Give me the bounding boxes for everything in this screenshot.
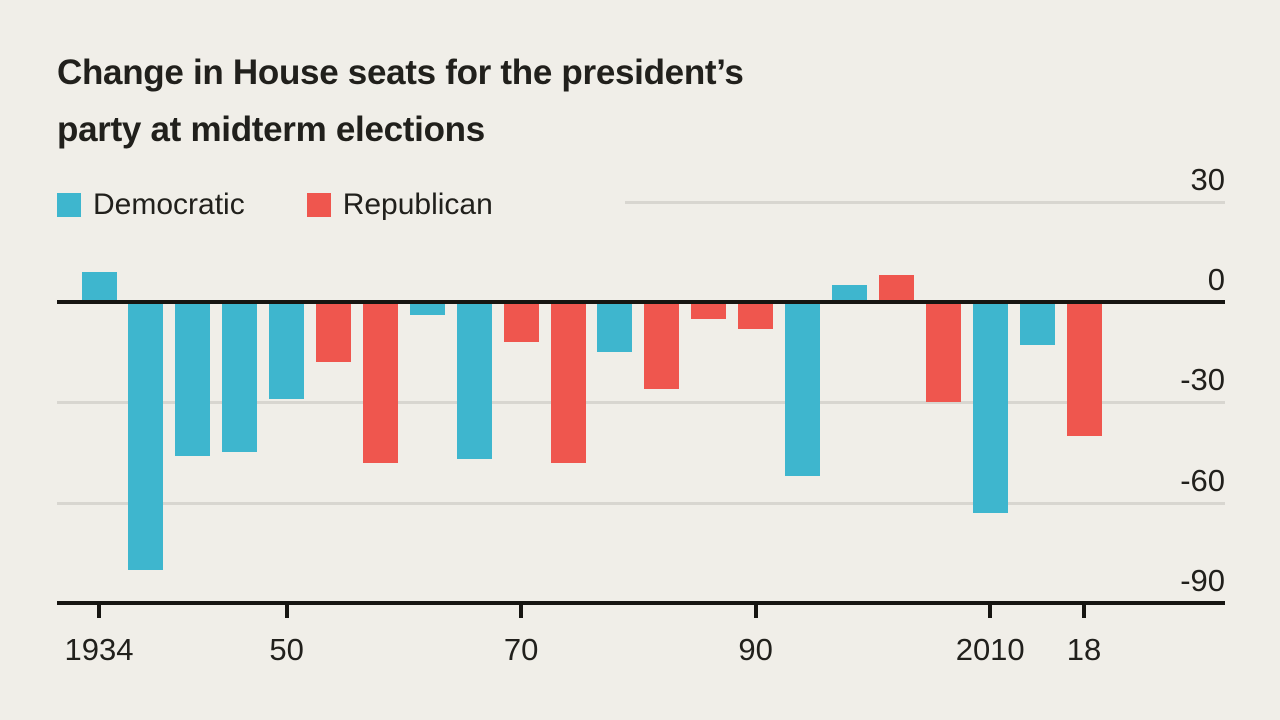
bar-1934 — [81, 271, 117, 302]
gridline--30 — [57, 401, 1225, 405]
legend: Democratic Republican — [57, 188, 493, 222]
bar-1998 — [831, 285, 867, 302]
bar-1982 — [644, 302, 680, 389]
legend-swatch-republican-icon — [306, 193, 331, 217]
bar-1946 — [222, 302, 258, 453]
bar-1978 — [597, 302, 633, 353]
legend-item-republican: Republican — [306, 188, 493, 222]
bar-1962 — [409, 302, 445, 316]
bar-1950 — [269, 302, 305, 399]
gridline-30 — [625, 200, 1225, 204]
bar-1974 — [550, 302, 586, 463]
bar-1966 — [456, 302, 492, 460]
legend-item-democratic: Democratic — [57, 188, 245, 222]
x-tick-1950 — [284, 603, 289, 618]
x-tick-2018 — [1082, 603, 1086, 618]
y-tick-label--60: -60 — [1180, 462, 1225, 498]
chart-title: Change in House seats for the president’… — [57, 44, 744, 158]
x-tick-label-2010: 2010 — [955, 632, 1025, 667]
y-tick-label--90: -90 — [1180, 562, 1225, 598]
bar-1994 — [785, 302, 821, 476]
legend-label-democratic: Democratic — [93, 188, 245, 221]
bar-2010 — [972, 302, 1008, 513]
zero-baseline — [57, 300, 1225, 304]
y-tick-label-0: 0 — [1207, 262, 1225, 297]
x-tick-label-1934: 1934 — [64, 632, 134, 667]
gridline--60 — [57, 501, 1225, 505]
bar-2014 — [1019, 302, 1055, 346]
x-tick-label-2018: 18 — [1066, 632, 1102, 667]
x-tick-label-1970: 70 — [503, 632, 539, 667]
bar-1942 — [175, 302, 211, 456]
bar-2002 — [878, 275, 914, 302]
legend-label-republican: Republican — [342, 188, 493, 221]
bar-1990 — [738, 302, 774, 329]
x-tick-1970 — [519, 603, 524, 618]
legend-swatch-democratic-icon — [57, 193, 81, 217]
chart-title-line1: Change in House seats for the president’… — [57, 53, 744, 92]
x-tick-1934 — [97, 603, 101, 618]
bar-2018 — [1066, 302, 1102, 436]
bar-2006 — [925, 302, 961, 403]
x-tick-1990 — [753, 603, 758, 618]
x-tick-label-1990: 90 — [738, 632, 773, 667]
y-tick-label--30: -30 — [1180, 362, 1225, 398]
x-tick-label-1950: 50 — [269, 632, 304, 667]
bar-1954 — [316, 302, 352, 363]
bar-1986 — [691, 302, 727, 319]
y-tick-label-30: 30 — [1190, 161, 1225, 197]
chart-title-line2: party at midterm elections — [57, 110, 485, 149]
bar-1958 — [362, 302, 398, 463]
x-tick-2010 — [988, 603, 993, 618]
bar-1938 — [128, 302, 164, 570]
x-axis-line — [57, 600, 1225, 605]
bar-1970 — [503, 302, 539, 343]
